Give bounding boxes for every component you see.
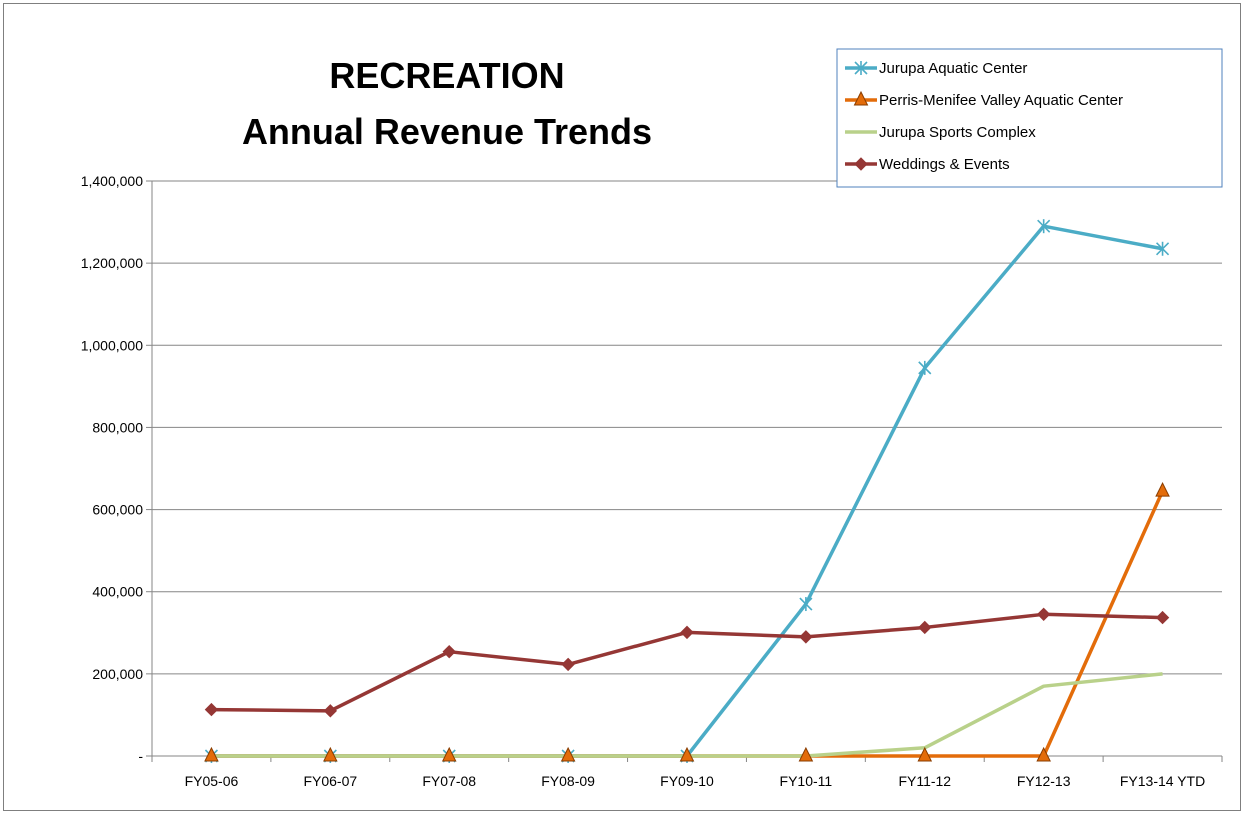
y-tick-label: 1,400,000 [81, 173, 143, 189]
y-tick-label: 800,000 [92, 419, 143, 435]
x-tick-label: FY13-14 YTD [1120, 773, 1205, 789]
legend-label: Jurupa Aquatic Center [879, 60, 1027, 77]
y-tick-label: 400,000 [92, 584, 143, 600]
asterisk-marker [1155, 241, 1170, 256]
chart-title-block: RECREATION Annual Revenue Trends [242, 55, 652, 152]
chart-subtitle: Annual Revenue Trends [242, 111, 652, 152]
gridlines [152, 180, 1222, 675]
triangle-marker [917, 746, 933, 762]
triangle-marker [1155, 481, 1170, 497]
x-tick-label: FY12-13 [1017, 773, 1071, 789]
asterisk-marker [1037, 219, 1051, 234]
y-tick-label: - [138, 748, 143, 764]
axes: - 200,000 400,000 600,000 800,000 1,000,000 1,… [81, 173, 1223, 789]
triangle-marker [798, 746, 814, 762]
diamond-marker [204, 702, 219, 717]
triangle-marker [323, 746, 338, 762]
diamond-marker [1036, 607, 1051, 622]
diamond-marker [323, 704, 338, 718]
legend-label: Perris-Menifee Valley Aquatic Center [879, 92, 1123, 109]
triangle-marker [441, 746, 457, 762]
x-tick-label: FY11-12 [898, 773, 951, 789]
triangle-marker [853, 90, 869, 106]
diamond-marker [799, 630, 813, 644]
chart-frame: - 200,000 400,000 600,000 800,000 1,000,000 1,… [3, 3, 1241, 811]
x-tick-label: FY07-08 [422, 773, 476, 789]
triangle-marker [560, 746, 576, 762]
x-tick-label: FY06-07 [303, 773, 357, 789]
series-line-1 [211, 490, 1165, 758]
asterisk-marker [799, 597, 813, 612]
y-tick-label: 200,000 [92, 666, 143, 682]
legend-box [836, 48, 1223, 188]
y-tick-label: 1,200,000 [81, 255, 143, 271]
x-tick-label: FY08-09 [541, 773, 595, 789]
x-tick-label: FY05-06 [185, 773, 239, 789]
triangle-marker [204, 746, 219, 762]
legend: Jurupa Aquatic Center Perris-Menifee Vall… [836, 48, 1223, 188]
triangle-marker [1036, 746, 1051, 762]
legend-label: Jurupa Sports Complex [879, 124, 1036, 141]
series-lines [211, 224, 1165, 758]
diamond-marker [442, 644, 456, 659]
triangle-marker [679, 746, 695, 762]
x-tick-label: FY10-11 [780, 773, 833, 789]
diamond-marker [854, 157, 868, 171]
x-tick-label: FY09-10 [660, 773, 714, 789]
diamond-marker [1155, 610, 1170, 625]
diamond-marker [680, 625, 694, 640]
legend-label: Weddings & Events [879, 156, 1010, 173]
y-tick-label: 600,000 [92, 502, 143, 518]
y-tick-label: 1,000,000 [81, 337, 143, 353]
series-markers [204, 219, 1170, 763]
line-chart: - 200,000 400,000 600,000 800,000 1,000,000 1,… [81, 48, 1223, 789]
asterisk-marker [854, 61, 868, 75]
series-line-2 [211, 672, 1163, 758]
diamond-marker [561, 657, 575, 672]
series-line-0 [211, 224, 1163, 758]
diamond-marker [918, 620, 932, 635]
chart-title: RECREATION [329, 55, 564, 96]
asterisk-marker [918, 360, 932, 375]
